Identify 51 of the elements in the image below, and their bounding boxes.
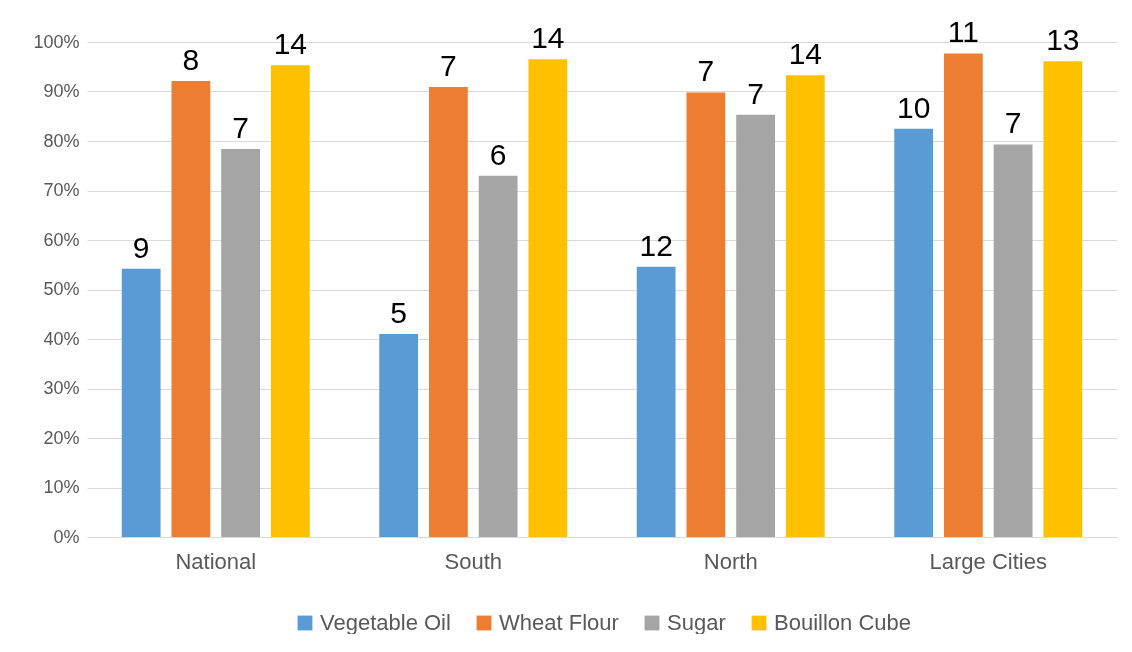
y-tick-label: 10% — [43, 477, 80, 497]
annotation: 5 — [390, 296, 407, 330]
bar — [528, 59, 568, 537]
bar — [993, 144, 1033, 537]
y-tick-label: 60% — [43, 229, 80, 250]
annotation: 14 — [273, 27, 308, 61]
annotation: 8 — [182, 43, 200, 77]
bar — [736, 114, 776, 537]
annotation: 14 — [788, 37, 823, 71]
y-tick-label: 90% — [43, 81, 80, 101]
y-tick-label: 0% — [53, 526, 80, 547]
annotation: 7 — [697, 54, 715, 88]
y-tick-label: 40% — [43, 328, 80, 349]
annotation: 7 — [747, 76, 764, 110]
legend-label: Vegetable Oil — [320, 610, 451, 635]
x-tick-label: South — [444, 548, 502, 574]
bar — [270, 65, 310, 537]
bar — [894, 128, 934, 537]
bar — [1043, 61, 1083, 537]
bar — [171, 81, 211, 537]
x-tick-label: North — [703, 548, 758, 574]
legend-label: Sugar — [667, 610, 726, 635]
y-tick-label: 20% — [43, 427, 80, 448]
y-tick-label: 30% — [43, 378, 80, 398]
annotation: 14 — [531, 21, 565, 55]
y-tick-label: 50% — [43, 279, 80, 299]
x-tick-label: Large Cities — [929, 548, 1047, 574]
legend-label: Wheat Flour — [499, 610, 619, 635]
bar — [785, 75, 825, 537]
annotation: 7 — [232, 110, 249, 144]
annotation: 11 — [947, 15, 979, 49]
y-tick-label: 100% — [33, 31, 80, 52]
bar — [686, 92, 726, 537]
x-tick-label: National — [175, 548, 257, 574]
bar — [636, 266, 676, 537]
annotation: 7 — [1004, 106, 1022, 140]
y-tick-label: 70% — [43, 180, 80, 200]
y-tick-label: 80% — [43, 130, 80, 151]
annotation: 6 — [489, 137, 507, 171]
annotation: 13 — [1046, 23, 1080, 57]
bar — [379, 334, 419, 537]
annotation: 10 — [896, 90, 931, 124]
legend-label: Bouillon Cube — [774, 610, 911, 635]
annotation: 7 — [440, 49, 457, 83]
bar — [478, 175, 518, 537]
annotation: 12 — [639, 228, 673, 262]
bar — [221, 148, 261, 537]
bar — [943, 53, 983, 537]
bar — [121, 268, 161, 537]
annotation: 9 — [132, 230, 150, 264]
bar — [428, 87, 468, 537]
